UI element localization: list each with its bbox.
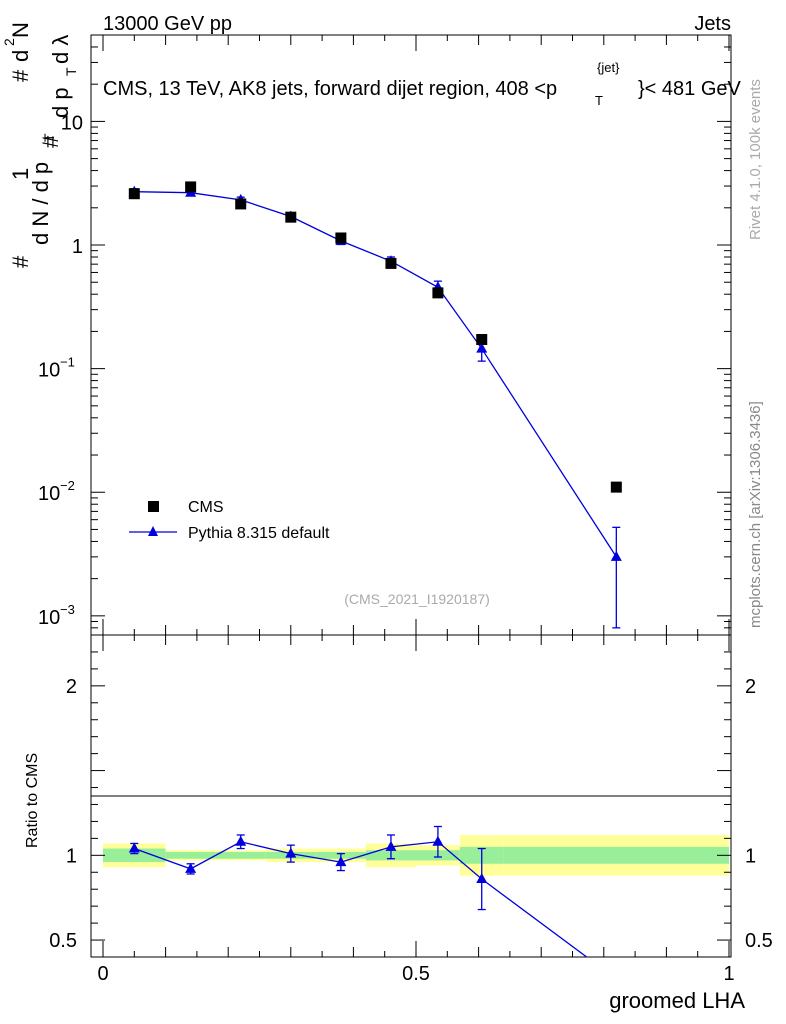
plot-title: CMS, 13 TeV, AK8 jets, forward dijet reg… xyxy=(103,78,557,100)
ratio-y-label: Ratio to CMS xyxy=(24,753,41,848)
ratio-y-tick-label-right: 0.5 xyxy=(745,930,773,952)
x-tick-label: 0 xyxy=(97,963,108,985)
main-y-tick-label: 10 xyxy=(61,112,83,134)
mc-point xyxy=(610,550,622,561)
legend-data-label: CMS xyxy=(188,499,224,516)
svg-text:N: N xyxy=(8,22,33,38)
ratio-mc-series xyxy=(128,825,588,957)
data-point xyxy=(235,198,247,210)
svg-text:d: d xyxy=(8,50,33,62)
svg-text:#: # xyxy=(8,255,33,268)
svg-text:1: 1 xyxy=(8,168,33,180)
data-point xyxy=(385,257,397,269)
data-series xyxy=(128,181,622,493)
main-x-ticks xyxy=(102,35,730,635)
data-point xyxy=(185,181,197,193)
mcplots-label: mcplots.cern.ch [arXiv:1306.3436] xyxy=(747,401,764,628)
ratio-mc-point xyxy=(335,856,347,867)
data-point xyxy=(285,211,297,223)
data-point xyxy=(432,287,444,299)
rivet-label: Rivet 4.1.0, 100k events xyxy=(747,79,764,240)
ratio-y-tick-label: 2 xyxy=(66,676,77,698)
ratio-y-tick-label: 0.5 xyxy=(49,930,77,952)
ratio-panel: 0.5 0.5 1 1 2 2 xyxy=(49,634,773,958)
svg-text:T: T xyxy=(41,133,57,142)
main-y-tick-label: 1 xyxy=(72,236,83,258)
ratio-band-inner xyxy=(503,846,729,864)
plot-title-sub: T xyxy=(595,93,603,108)
svg-text:#: # xyxy=(38,135,63,148)
main-y-tick-exponent: −1 xyxy=(60,355,75,370)
x-tick-label: 1 xyxy=(723,963,734,985)
main-y-tick-exponent: −2 xyxy=(60,478,75,493)
data-point xyxy=(476,334,488,346)
plot-title-sup: {jet} xyxy=(597,60,620,75)
header-energy: 13000 GeV pp xyxy=(103,13,232,35)
ratio-mc-clipped xyxy=(128,825,588,957)
ratio-y-tick-label-right: 1 xyxy=(745,845,756,867)
main-y-label: # d N / d p T 1 # d 2 N # d p T d λ xyxy=(1,22,79,268)
legend-data-marker xyxy=(148,501,159,512)
main-y-tick-label: 10 xyxy=(38,483,60,505)
ratio-y-ticks: 0.5 0.5 1 1 2 2 xyxy=(49,634,773,958)
legend: CMS Pythia 8.315 default xyxy=(129,499,330,542)
mc-series xyxy=(128,185,622,629)
analysis-tag: (CMS_2021_I1920187) xyxy=(344,591,490,607)
data-point xyxy=(335,232,347,244)
ratio-uncertainty-bands xyxy=(103,834,729,876)
svg-text:#: # xyxy=(8,69,33,82)
main-y-tick-label: 10 xyxy=(38,360,60,382)
ratio-mc-point xyxy=(185,862,197,873)
plot-title-suffix: }< 481 GeV xyxy=(638,78,742,100)
ratio-mc-point xyxy=(432,835,444,846)
ratio-mc-point xyxy=(385,840,397,851)
ratio-band-inner xyxy=(165,851,216,859)
svg-text:2: 2 xyxy=(1,38,17,46)
ratio-mc-point xyxy=(285,847,297,858)
mc-point xyxy=(476,342,488,353)
ratio-y-tick-label-right: 2 xyxy=(745,676,756,698)
x-tick-labels: 0 0.5 1 xyxy=(97,963,734,985)
legend-mc-marker xyxy=(148,526,158,536)
svg-text:d p: d p xyxy=(48,87,73,118)
svg-text:T: T xyxy=(63,67,79,76)
main-y-tick-exponent: −3 xyxy=(60,602,75,617)
ratio-mc-point xyxy=(128,842,140,853)
header-process: Jets xyxy=(694,13,731,35)
data-point xyxy=(128,188,140,200)
svg-text:d λ: d λ xyxy=(48,35,73,64)
x-tick-label: 0.5 xyxy=(402,963,430,985)
data-point xyxy=(610,481,622,493)
main-y-tick-label: 10 xyxy=(38,607,60,629)
svg-text:d N / d p: d N / d p xyxy=(28,162,53,245)
ratio-band-inner xyxy=(215,851,266,859)
ratio-band-inner xyxy=(103,848,166,863)
main-frame xyxy=(90,34,732,636)
ratio-mc-point xyxy=(235,835,247,846)
legend-mc-label: Pythia 8.315 default xyxy=(188,525,330,542)
ratio-x-ticks xyxy=(102,635,730,957)
x-axis-label: groomed LHA xyxy=(609,988,745,1013)
ratio-y-tick-label: 1 xyxy=(66,845,77,867)
ratio-mc-point xyxy=(476,873,488,884)
